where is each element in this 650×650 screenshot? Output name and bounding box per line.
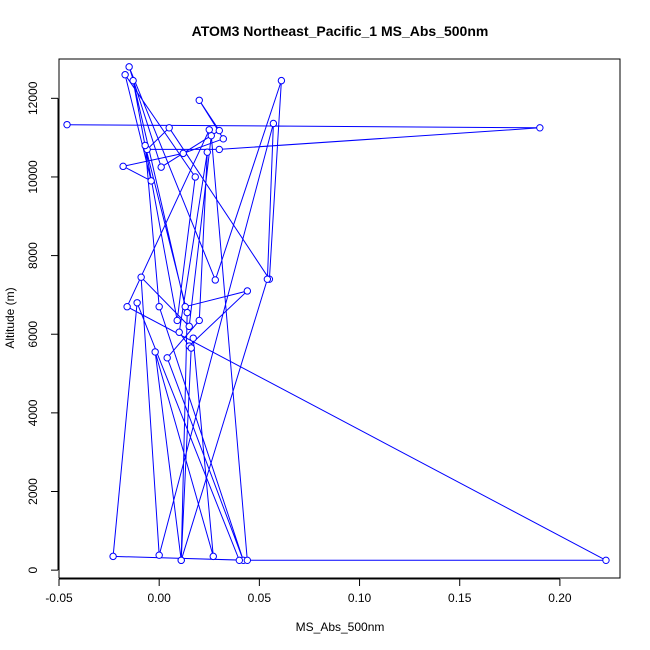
data-point (195, 96, 203, 104)
data-point (215, 126, 223, 135)
y-axis: 0 2000 4000 6000 8000 10000 12000 (26, 81, 59, 573)
data-point (219, 135, 227, 143)
y-tick-label: 6000 (26, 321, 40, 348)
data-point (137, 273, 145, 281)
x-tick-label: 0.20 (548, 591, 572, 605)
data-point (179, 149, 187, 158)
y-tick-label: 4000 (26, 399, 40, 426)
data-point (211, 276, 219, 284)
data-point (189, 334, 197, 342)
data-point (163, 354, 171, 362)
chart-title: ATOM3 Northeast_Pacific_1 MS_Abs_500nm (192, 23, 489, 39)
x-axis: -0.05 0.00 0.05 0.10 0.15 0.20 (45, 578, 572, 605)
data-point (119, 162, 127, 171)
data-point (123, 303, 131, 311)
y-tick-label: 12000 (26, 81, 40, 115)
data-point (187, 344, 195, 352)
x-tick-label: 0.05 (248, 591, 272, 605)
y-tick-label: 8000 (26, 242, 40, 269)
data-point (205, 126, 213, 134)
data-point (129, 76, 137, 85)
data-point (243, 556, 252, 565)
data-point (277, 76, 286, 85)
data-point (151, 348, 159, 356)
data-point (269, 119, 278, 128)
data-point (235, 556, 244, 565)
data-point (191, 173, 199, 181)
x-tick-label: 0.15 (448, 591, 472, 605)
x-tick-label: 0.00 (147, 591, 171, 605)
data-point (155, 303, 163, 311)
data-point (263, 275, 272, 283)
data-point (536, 124, 544, 132)
plot-frame (58, 58, 621, 579)
data-point (141, 141, 149, 150)
y-axis-label: Altitude (m) (3, 287, 17, 348)
data-point (183, 308, 191, 317)
x-tick-label: 0.10 (348, 591, 372, 605)
x-axis-label: MS_Abs_500nm (296, 620, 385, 634)
y-tick-label: 10000 (26, 160, 40, 194)
data-point (165, 124, 173, 132)
data-point (157, 163, 165, 171)
data-point (209, 552, 217, 561)
data-point (121, 71, 129, 79)
data-point (133, 299, 141, 307)
data-point (175, 328, 183, 336)
data-point (177, 556, 185, 565)
data-point (125, 63, 133, 71)
data-point (602, 556, 610, 565)
data-point (147, 177, 155, 185)
y-tick-label: 0 (26, 566, 40, 573)
y-tick-label: 2000 (26, 478, 40, 505)
data-point (215, 145, 223, 154)
data-point (109, 552, 117, 561)
data-point (243, 287, 252, 295)
data-point (155, 551, 163, 559)
data-point (195, 316, 203, 325)
x-tick-label: -0.05 (45, 591, 73, 605)
data-point (173, 316, 181, 325)
data-point (203, 148, 211, 156)
series-lines (66, 66, 607, 561)
data-point (185, 322, 193, 331)
data-point (63, 120, 71, 129)
series-line (66, 66, 607, 561)
series-points (63, 63, 610, 565)
